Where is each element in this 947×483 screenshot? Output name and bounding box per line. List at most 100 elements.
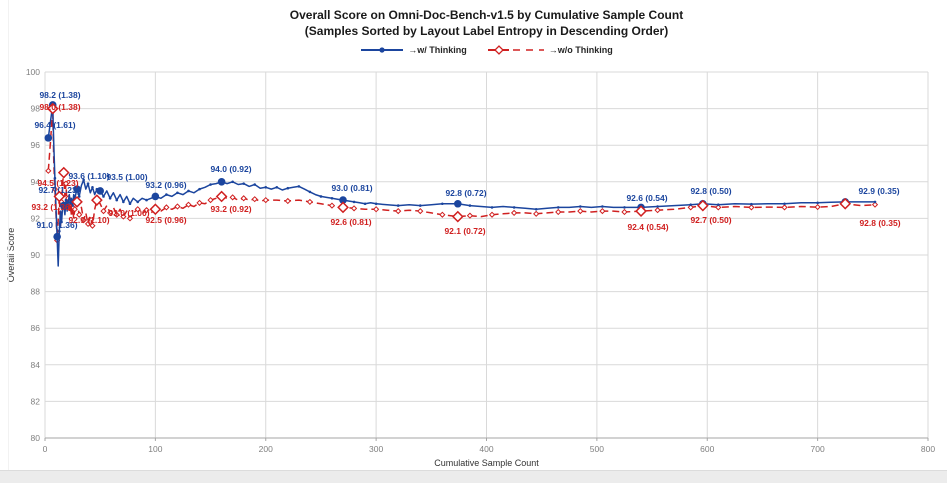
data-point-marker xyxy=(196,199,203,206)
highlight-marker xyxy=(635,205,647,217)
data-label: 92.8 (0.35) xyxy=(859,218,900,228)
data-point-marker xyxy=(185,201,192,208)
data-point-marker xyxy=(555,208,562,216)
data-point-marker xyxy=(66,200,70,204)
data-point-marker xyxy=(374,202,378,206)
data-label: 92.9 (0.35) xyxy=(858,186,899,196)
highlight-marker xyxy=(217,178,226,186)
data-point-marker xyxy=(100,207,107,215)
data-point-marker xyxy=(297,185,301,188)
data-point-marker xyxy=(417,207,424,215)
data-point-marker xyxy=(275,185,279,189)
data-label: 98.2 (1.38) xyxy=(39,90,80,100)
data-point-marker xyxy=(145,198,148,202)
data-point-marker xyxy=(163,204,170,211)
data-point-marker xyxy=(231,180,234,184)
data-point-marker xyxy=(71,204,74,207)
highlight-marker xyxy=(696,199,709,212)
data-point-marker xyxy=(363,202,367,206)
highlight-marker xyxy=(454,199,462,208)
data-point-marker xyxy=(86,182,90,185)
data-point-marker xyxy=(468,204,472,207)
legend-dashed-line-icon xyxy=(487,45,544,55)
highlight-marker xyxy=(44,134,53,142)
data-point-marker xyxy=(689,203,692,206)
y-tick-label: 98 xyxy=(31,104,41,114)
data-point-marker xyxy=(198,187,201,191)
data-point-marker xyxy=(187,189,190,193)
data-point-marker xyxy=(207,196,214,204)
data-point-marker xyxy=(209,183,212,186)
y-axis-title: Overall Score xyxy=(6,228,16,283)
data-point-marker xyxy=(253,183,257,186)
y-tick-label: 92 xyxy=(31,213,41,223)
y-tick-label: 100 xyxy=(26,67,40,77)
data-point-marker xyxy=(58,229,61,233)
data-label: 92.9 (1.10) xyxy=(68,215,109,225)
series-line-w-thinking xyxy=(47,104,875,267)
data-point-marker xyxy=(284,197,291,205)
x-tick-label: 700 xyxy=(811,444,825,454)
data-point-marker xyxy=(53,176,57,180)
data-point-marker xyxy=(781,204,788,211)
data-label: 92.4 (0.54) xyxy=(627,222,668,232)
data-point-marker xyxy=(45,167,52,174)
data-point-marker xyxy=(165,193,168,196)
data-point-marker xyxy=(264,185,268,189)
highlight-marker xyxy=(839,197,852,210)
y-tick-label: 94 xyxy=(31,177,41,187)
highlight-marker xyxy=(71,196,83,208)
data-point-marker xyxy=(251,196,258,203)
data-point-marker xyxy=(71,206,78,213)
y-tick-label: 96 xyxy=(31,140,41,150)
data-point-marker xyxy=(330,196,334,200)
data-point-marker xyxy=(512,206,516,209)
data-point-marker xyxy=(510,209,518,217)
bottom-strip xyxy=(0,470,947,483)
data-point-marker xyxy=(687,204,694,211)
data-label: 92.5 (0.96) xyxy=(145,215,186,225)
data-label: 93.6 (1.10) xyxy=(68,171,109,181)
data-label: 92.7 (1.23) xyxy=(38,185,79,195)
highlight-marker xyxy=(53,232,61,241)
legend-item-wo-thinking: →w/o Thinking xyxy=(487,45,613,55)
data-point-marker xyxy=(128,202,132,206)
highlight-marker xyxy=(91,194,103,206)
y-tick-label: 80 xyxy=(31,433,41,443)
highlight-marker xyxy=(151,192,160,201)
data-label: 92.6 (0.81) xyxy=(330,217,371,227)
data-label: 98.0 (1.38) xyxy=(39,102,80,112)
data-point-marker xyxy=(621,208,628,216)
data-point-marker xyxy=(136,200,140,204)
highlight-marker xyxy=(96,187,104,195)
x-tick-label: 500 xyxy=(590,444,604,454)
data-point-marker xyxy=(64,198,68,202)
data-point-marker xyxy=(579,205,582,208)
data-point-marker xyxy=(814,203,821,211)
y-tick-label: 90 xyxy=(31,250,41,260)
highlight-marker xyxy=(339,196,347,204)
data-point-marker xyxy=(84,220,92,228)
data-label: 94.0 (0.92) xyxy=(210,164,251,174)
data-point-marker xyxy=(174,203,181,210)
data-label: 93.2 (1.36) xyxy=(31,202,72,212)
data-point-marker xyxy=(69,202,72,206)
data-point-marker xyxy=(120,213,127,220)
data-label: 93.0 (1.00) xyxy=(108,208,149,218)
data-point-marker xyxy=(113,211,120,218)
data-point-marker xyxy=(599,207,606,215)
data-point-marker xyxy=(350,205,358,212)
data-point-marker xyxy=(396,204,400,207)
data-point-marker xyxy=(240,195,247,202)
data-point-marker xyxy=(623,206,626,209)
x-tick-label: 400 xyxy=(479,444,493,454)
data-point-marker xyxy=(108,196,112,200)
data-label: 91.0 (1.36) xyxy=(36,220,77,230)
data-label: 92.1 (0.72) xyxy=(444,226,485,236)
highlight-marker xyxy=(59,201,68,210)
data-point-marker xyxy=(306,198,314,206)
data-point-marker xyxy=(308,190,312,194)
data-point-marker xyxy=(91,185,94,189)
data-point-marker xyxy=(82,178,85,182)
